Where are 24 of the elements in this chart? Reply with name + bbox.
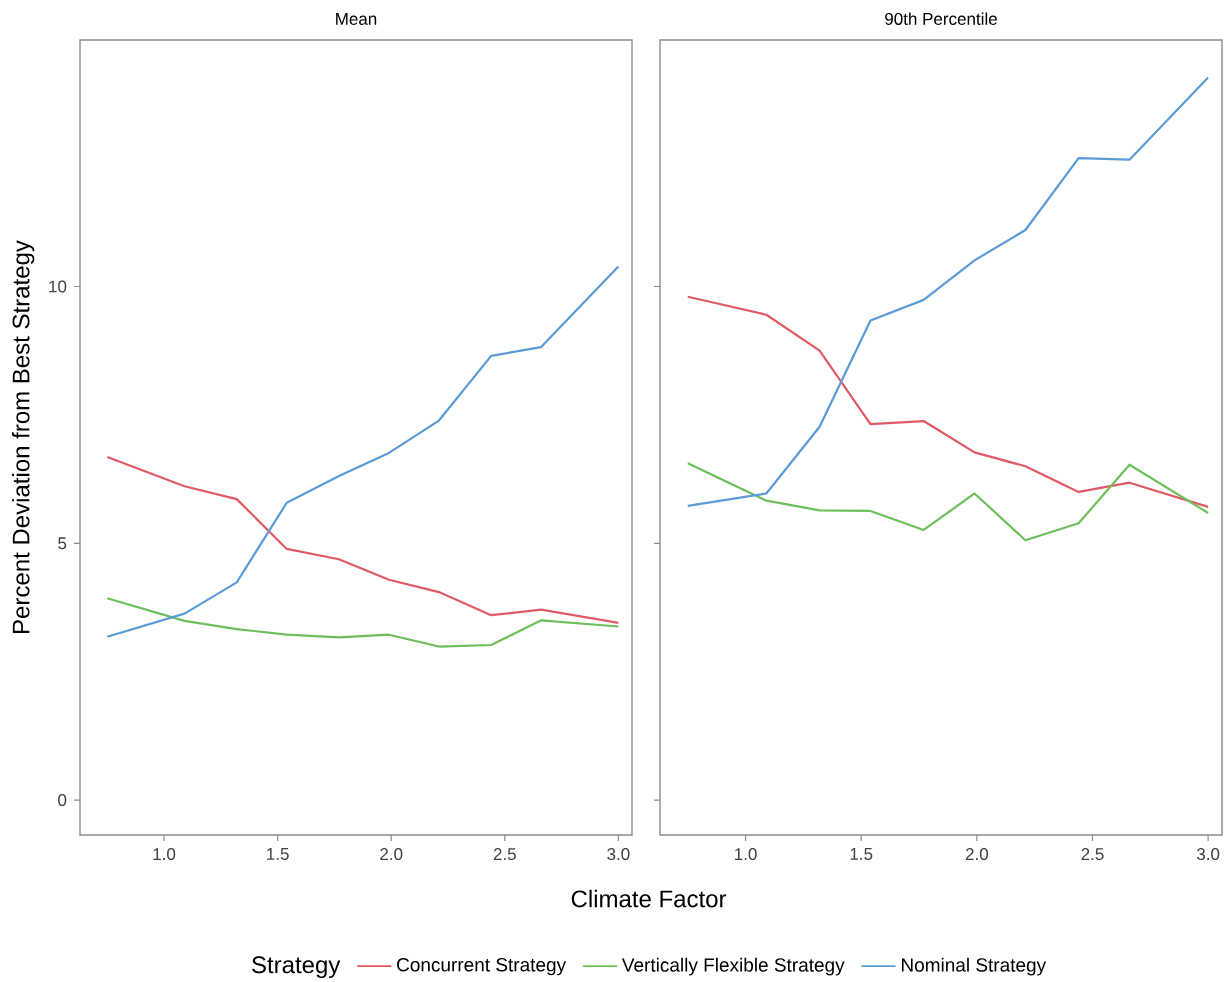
x-tick-label: 1.0 [153, 848, 176, 861]
x-tick-label: 2.5 [1081, 848, 1104, 861]
line-series [106, 265, 620, 638]
legend-label: Vertically Flexible Strategy [621, 957, 845, 976]
y-tick-label: 0 [58, 794, 67, 807]
chart-title: 90th Percentile [885, 12, 997, 25]
x-tick-label: 1.5 [850, 848, 873, 860]
line-series [106, 597, 620, 648]
x-tick-label: 3.0 [1196, 848, 1220, 861]
x-tick-label: 2.0 [380, 848, 403, 861]
y-tick-label: 5 [58, 537, 67, 550]
legend-label: Nominal Strategy [901, 957, 1047, 976]
y-tick-label: 10 [49, 280, 67, 293]
chart-title: Mean [336, 13, 377, 25]
legend-label: Concurrent Strategy [397, 958, 567, 976]
x-axis-title: Climate Factor [571, 889, 727, 908]
x-tick-label: 1.0 [735, 848, 757, 861]
line-series [106, 455, 620, 624]
x-tick-label: 2.5 [493, 848, 516, 861]
x-tick-label: 1.5 [267, 848, 289, 860]
legend-title: Strategy [252, 956, 341, 979]
x-tick-label: 3.0 [607, 848, 630, 861]
x-tick-label: 2.0 [965, 848, 988, 861]
y-axis-title: Percent Deviation from Best Strategy [11, 240, 35, 633]
